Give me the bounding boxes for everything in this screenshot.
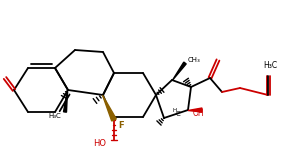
Polygon shape <box>172 62 186 80</box>
Polygon shape <box>188 108 202 112</box>
Text: F: F <box>118 121 124 129</box>
Text: OH: OH <box>193 109 205 117</box>
Text: H₃C: H₃C <box>263 60 277 69</box>
Text: H: H <box>173 108 177 112</box>
Text: C: C <box>176 111 180 117</box>
Polygon shape <box>103 95 116 121</box>
Text: HO: HO <box>93 139 106 147</box>
Text: CH₃: CH₃ <box>188 57 201 63</box>
Text: H₃C: H₃C <box>48 113 61 119</box>
Polygon shape <box>64 90 68 112</box>
